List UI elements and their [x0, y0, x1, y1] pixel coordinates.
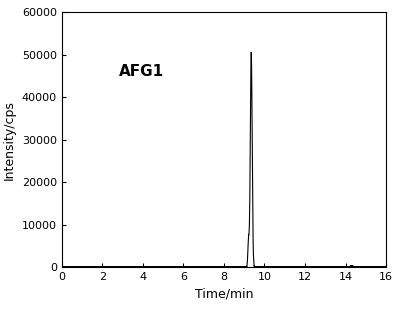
Text: AFG1: AFG1 — [119, 64, 164, 79]
X-axis label: Time/min: Time/min — [195, 288, 253, 301]
Y-axis label: Intensity/cps: Intensity/cps — [3, 100, 16, 180]
